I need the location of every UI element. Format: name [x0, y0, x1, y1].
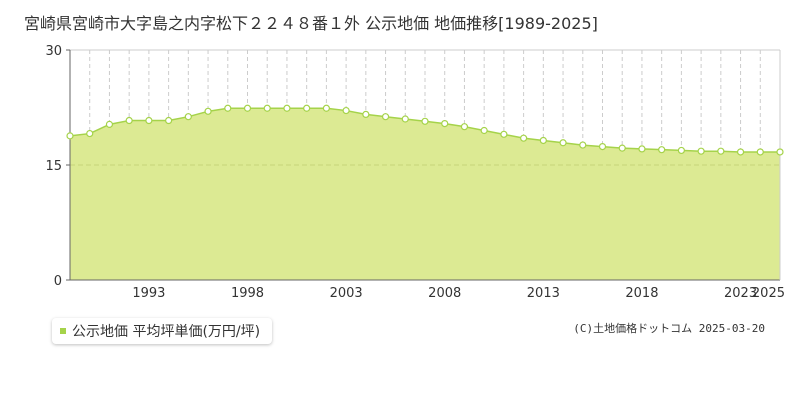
x-tick-label: 2008	[428, 286, 461, 301]
data-point	[342, 106, 350, 115]
data-point	[598, 143, 607, 151]
data-point	[421, 117, 429, 125]
data-point	[105, 120, 114, 128]
data-point	[243, 104, 252, 112]
data-point	[66, 132, 74, 140]
data-point	[303, 104, 311, 112]
x-tick-label: 1998	[231, 286, 264, 301]
data-point	[165, 116, 173, 125]
x-tick-label: 1993	[132, 286, 165, 301]
data-point	[441, 119, 449, 128]
data-point	[204, 107, 212, 115]
y-tick-label: 15	[45, 159, 62, 174]
series-area	[70, 108, 780, 281]
y-tick-label: 30	[45, 44, 62, 59]
data-point	[224, 104, 232, 112]
x-tick-label: 2013	[527, 286, 560, 301]
data-point	[145, 116, 153, 125]
data-point	[539, 136, 547, 145]
y-tick-label: 0	[54, 274, 62, 289]
data-point	[184, 113, 192, 121]
chart-title: 宮崎県宮崎市大字島之内字松下２２４８番１外 公示地価 地価推移[1989-202…	[24, 14, 598, 33]
data-point	[756, 148, 764, 156]
data-point	[697, 147, 705, 155]
data-point	[480, 126, 488, 135]
x-tick-label: 2025	[752, 286, 785, 301]
data-point	[283, 104, 291, 112]
data-point	[125, 116, 133, 125]
legend-swatch	[60, 328, 66, 334]
data-point	[322, 104, 330, 112]
data-point	[460, 123, 469, 131]
data-point	[618, 144, 626, 152]
data-point	[717, 147, 725, 155]
data-point	[776, 148, 784, 156]
data-point	[520, 134, 528, 142]
data-point	[381, 113, 390, 121]
data-point	[263, 104, 271, 112]
copyright-text: (C)土地価格ドットコム 2025-03-20	[573, 322, 765, 335]
data-point	[86, 129, 94, 138]
data-point	[401, 115, 409, 123]
data-point	[677, 146, 685, 155]
data-point	[658, 146, 666, 154]
legend-label: 公示地価 平均坪単価(万円/坪)	[72, 324, 261, 340]
x-tick-label: 2003	[330, 286, 363, 301]
data-point	[362, 110, 370, 119]
data-point	[638, 145, 646, 153]
legend: 公示地価 平均坪単価(万円/坪)	[52, 318, 273, 344]
data-point	[500, 130, 508, 138]
data-point	[736, 148, 745, 156]
x-tick-label: 2023	[724, 286, 757, 301]
data-point	[559, 139, 567, 147]
x-tick-label: 2018	[625, 286, 658, 301]
data-point	[579, 141, 587, 149]
